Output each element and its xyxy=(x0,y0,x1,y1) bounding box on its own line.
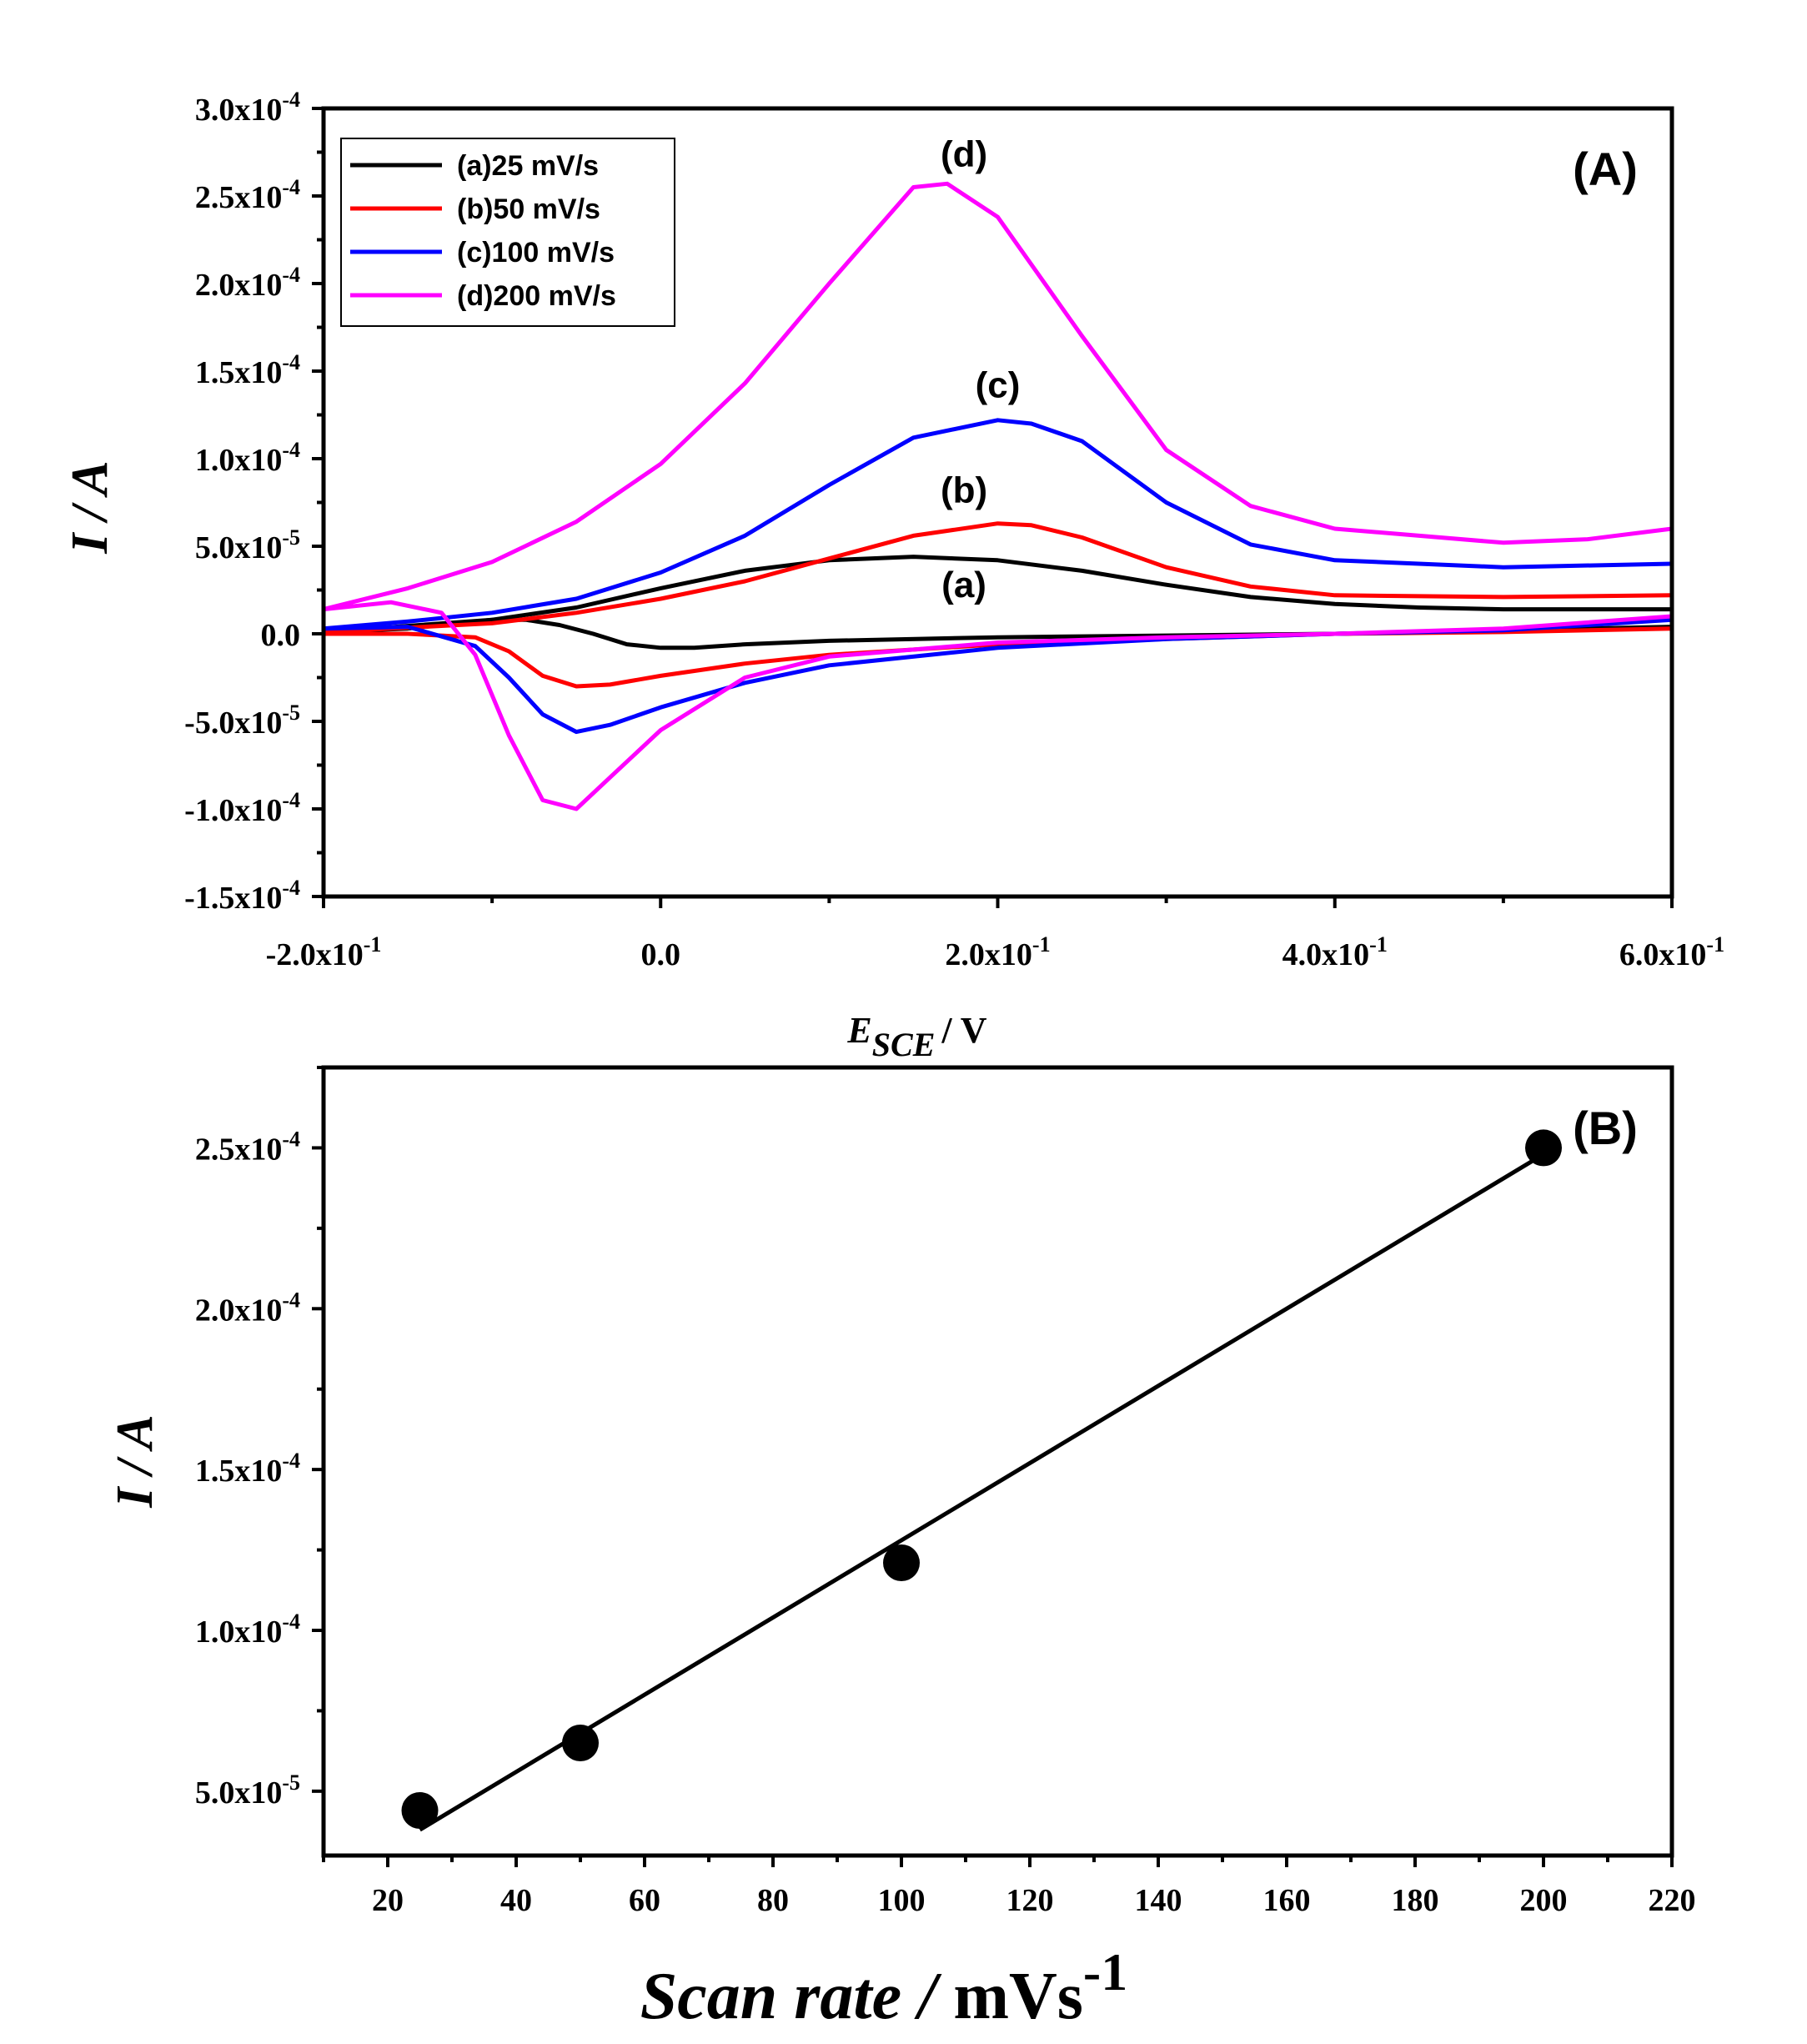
panel-a-curves xyxy=(323,181,1673,811)
data-point xyxy=(883,1544,920,1581)
curve-label: (d) xyxy=(941,133,987,174)
x-tick-label: 140 xyxy=(1135,1883,1182,1918)
panel-a-chart: 3.0x10-4 2.5x10-4 2.0x10-4 1.5x10-4 1.0x10-4… xyxy=(62,88,1724,1063)
y-tick-label: -1.0x10-4 xyxy=(184,788,300,828)
data-point xyxy=(1525,1129,1562,1167)
x-title-main: Scan rate / xyxy=(640,1960,942,2033)
panel-a-frame xyxy=(321,106,1674,899)
panel-b-chart: 2.5x10-4 2.0x10-4 1.5x10-4 1.0x10-4 5.0x10-5… xyxy=(107,1065,1696,2033)
y-tick-label: 2.0x10-4 xyxy=(195,1288,300,1328)
x-title-exp: -1 xyxy=(1083,1942,1127,2001)
panel-b-fit-line xyxy=(419,1153,1545,1832)
y-tick-label: 5.0x10-5 xyxy=(195,1770,300,1810)
curve-label: (b) xyxy=(941,470,987,511)
panel-b-points xyxy=(401,1129,1562,1829)
curve-3-forward xyxy=(323,181,1673,612)
panel-b-ticks xyxy=(312,1066,1674,1867)
panel-a-y-tick-labels: 3.0x10-4 2.5x10-4 2.0x10-4 1.5x10-4 1.0x10-4… xyxy=(184,88,300,916)
curve-0-forward xyxy=(323,555,1672,635)
y-tick-label: 5.0x10-5 xyxy=(195,525,300,565)
x-tick-label: 6.0x10-1 xyxy=(1619,932,1724,972)
x-tick-label: 100 xyxy=(878,1883,926,1918)
y-tick-label: 2.0x10-4 xyxy=(195,263,300,303)
x-tick-label: 200 xyxy=(1520,1883,1568,1918)
panel-b-x-axis-title: Scan rate / mVs-1 xyxy=(640,1942,1127,2033)
y-tick-label: -1.5x10-4 xyxy=(184,876,300,916)
data-point xyxy=(562,1725,599,1761)
legend-label: (a)25 mV/s xyxy=(457,150,599,182)
curve-label: (a) xyxy=(941,565,986,605)
y-tick-label: 1.5x10-4 xyxy=(195,1449,300,1489)
y-tick-label: 0.0 xyxy=(261,618,301,653)
panel-a-curve-labels: (a) (b) (c) (d) xyxy=(941,133,1020,605)
curve-1-forward xyxy=(323,521,1673,635)
x-tick-label: 40 xyxy=(500,1883,532,1918)
x-tick-label: 160 xyxy=(1263,1883,1311,1918)
panel-a-x-axis-title: ESCE / V xyxy=(846,1010,986,1063)
x-tick-label: -2.0x10-1 xyxy=(266,932,382,972)
x-title-sub: SCE xyxy=(872,1026,936,1063)
y-tick-label: -5.0x10-5 xyxy=(184,701,300,741)
legend-label: (c)100 mV/s xyxy=(457,237,615,269)
panel-b-y-axis-title: I / A xyxy=(107,1414,163,1508)
panel-a-legend: (a)25 mV/s (b)50 mV/s (c)100 mV/s (d)200 mV… xyxy=(340,138,675,327)
x-tick-label: 180 xyxy=(1392,1883,1439,1918)
y-tick-label: 1.0x10-4 xyxy=(195,1610,300,1650)
y-tick-label: 2.5x10-4 xyxy=(195,175,300,215)
legend-label: (b)50 mV/s xyxy=(457,193,600,225)
curve-3-reverse xyxy=(323,600,1673,811)
y-tick-label: 3.0x10-4 xyxy=(195,88,300,128)
legend-label: (d)200 mV/s xyxy=(457,280,616,312)
x-tick-label: 2.0x10-1 xyxy=(945,932,1050,972)
curve-label: (c) xyxy=(976,365,1021,406)
y-tick-label: 2.5x10-4 xyxy=(195,1127,300,1167)
panel-b-frame xyxy=(321,1065,1674,1858)
data-point xyxy=(401,1792,439,1829)
x-tick-label: 80 xyxy=(757,1883,789,1918)
y-tick-label: 1.5x10-4 xyxy=(195,350,300,390)
x-tick-label: 4.0x10-1 xyxy=(1282,932,1388,972)
x-title-main: E xyxy=(846,1010,871,1051)
x-tick-label: 120 xyxy=(1006,1883,1054,1918)
panel-a-y-axis-title: I / A xyxy=(62,460,118,554)
panel-b-y-tick-labels: 2.5x10-4 2.0x10-4 1.5x10-4 1.0x10-4 5.0x10-5 xyxy=(195,1127,300,1810)
panel-a-label: (A) xyxy=(1573,143,1638,195)
panel-a-x-tick-labels: -2.0x10-1 0.0 2.0x10-1 4.0x10-1 6.0x10-1 xyxy=(266,932,1725,972)
x-title-unit: / V xyxy=(941,1010,986,1051)
panel-b-label: (B) xyxy=(1573,1102,1638,1154)
curve-2-forward xyxy=(323,418,1673,631)
panel-b-x-tick-labels: 20 40 60 80 100 120 140 160 180 200 220 xyxy=(372,1883,1696,1918)
x-tick-label: 220 xyxy=(1649,1883,1696,1918)
x-tick-label: 0.0 xyxy=(641,937,681,972)
x-tick-label: 20 xyxy=(372,1883,404,1918)
x-tick-label: 60 xyxy=(629,1883,660,1918)
x-title-unit: mVs xyxy=(953,1960,1083,2033)
y-tick-label: 1.0x10-4 xyxy=(195,438,300,478)
